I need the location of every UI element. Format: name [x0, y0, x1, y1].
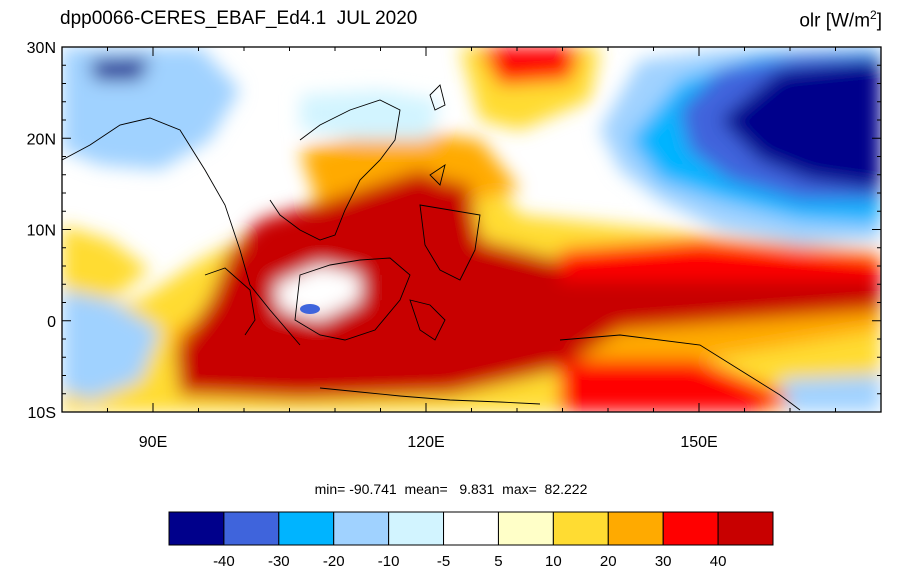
anomaly-shading — [62, 47, 881, 412]
y-tick-label: 10S — [28, 405, 56, 422]
colorbar-label: 5 — [494, 553, 503, 570]
colorbar-label: -5 — [436, 553, 451, 570]
colorbar-swatch — [552, 511, 609, 546]
y-tick-label: 30N — [27, 40, 56, 57]
colorbar-label: 40 — [709, 553, 727, 570]
olr-anomaly-field — [62, 47, 881, 412]
colorbar-swatch — [333, 511, 390, 546]
colorbar-swatch — [607, 511, 664, 546]
units-superscript: 2 — [870, 8, 877, 22]
y-tick-label: 0 — [47, 314, 56, 331]
dry-spot-core — [300, 304, 320, 314]
y-axis-labels: 30N 20N 10N 0 10S — [27, 40, 56, 422]
colorbar-swatch — [497, 511, 554, 546]
colorbar-swatch — [388, 511, 445, 546]
colorbar-label: -20 — [322, 553, 345, 570]
colorbar-label: -40 — [213, 553, 235, 570]
x-tick-label: 120E — [407, 434, 444, 451]
colorbar-label: 20 — [599, 553, 617, 570]
plot-title: dpp0066-CERES_EBAF_Ed4.1 JUL 2020 — [60, 8, 418, 29]
colorbar-swatch — [717, 511, 774, 546]
y-tick-label: 10N — [27, 223, 56, 240]
x-tick-label: 150E — [680, 434, 717, 451]
units-label: olr [W/m2] — [799, 8, 882, 32]
y-tick-label: 20N — [27, 131, 56, 148]
colorbar — [168, 511, 774, 546]
units-suffix: ] — [876, 10, 882, 32]
colorbar-swatch — [223, 511, 280, 546]
coastlines — [62, 84, 801, 411]
colorbar-swatch — [168, 511, 225, 546]
colorbar-swatch — [662, 511, 719, 546]
colorbar-label: 30 — [654, 553, 672, 570]
colorbar-swatch — [278, 511, 335, 546]
colorbar-label: -30 — [267, 553, 290, 570]
colorbar-label: -10 — [377, 553, 400, 570]
colorbar-swatch — [443, 511, 499, 546]
colorbar-label: 10 — [545, 553, 562, 570]
x-axis-labels: 90E 120E 150E — [139, 434, 718, 451]
stats-line: min= -90.741 mean= 9.831 max= 82.222 — [314, 481, 588, 497]
axis-ticks — [61, 46, 882, 413]
units-prefix: olr [W/m — [799, 10, 871, 32]
x-tick-label: 90E — [139, 434, 167, 451]
